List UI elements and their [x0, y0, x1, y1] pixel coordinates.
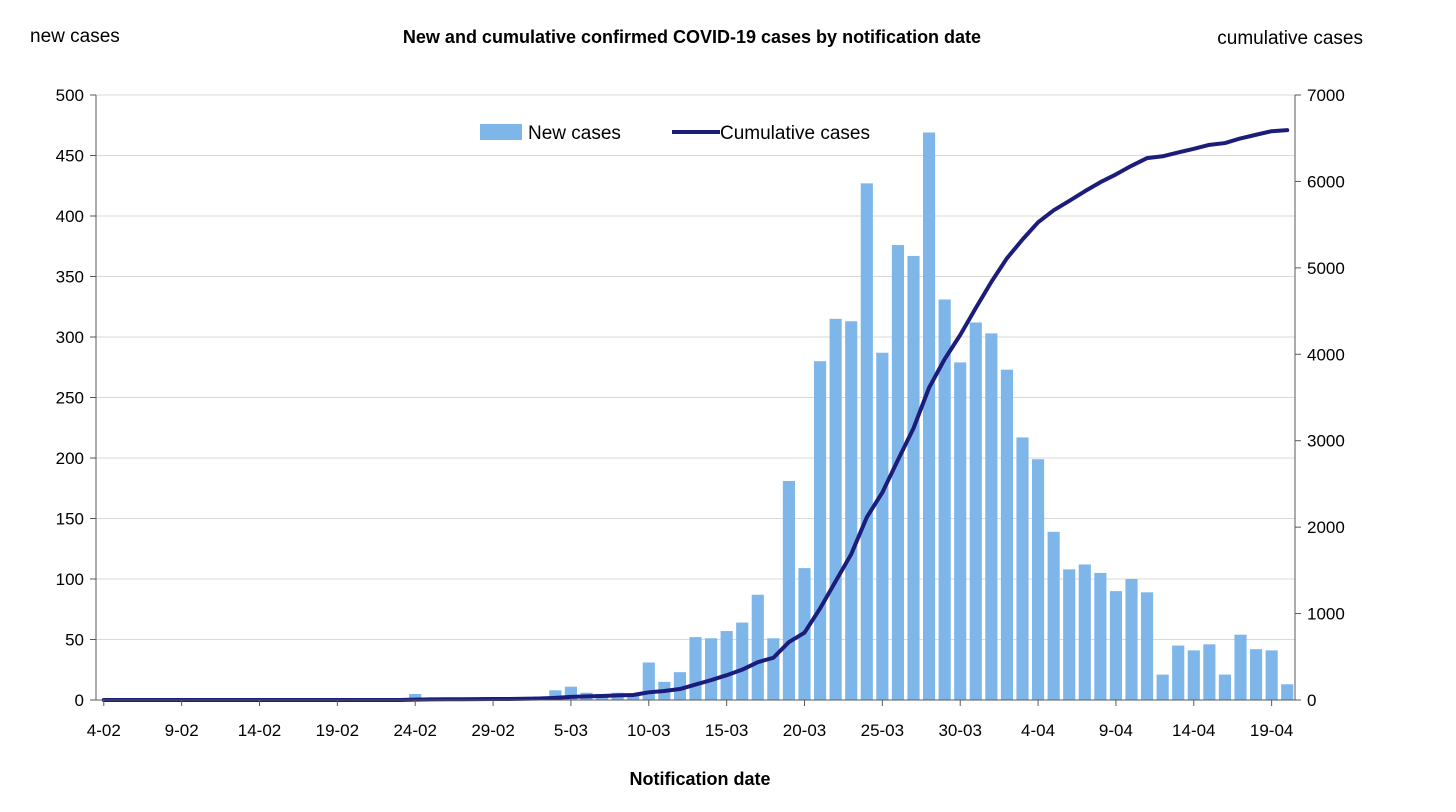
chart-title: New and cumulative confirmed COVID-19 ca… [403, 27, 981, 47]
x-axis-title: Notification date [629, 769, 770, 789]
bar [1031, 459, 1045, 700]
right-tick-label: 5000 [1307, 259, 1345, 278]
left-tick-label: 500 [56, 86, 84, 105]
gridlines [96, 94, 1295, 640]
bar [829, 318, 842, 700]
bar [922, 132, 936, 700]
x-tick-label: 9-04 [1099, 721, 1133, 740]
x-tick-label: 10-03 [627, 721, 670, 740]
left-tick-label: 150 [56, 510, 84, 529]
bar [907, 255, 920, 700]
legend-swatch-new-cases [480, 124, 522, 140]
bar [969, 322, 982, 700]
right-tick-label: 2000 [1307, 518, 1345, 537]
x-tick-label: 4-04 [1021, 721, 1055, 740]
right-tick-label: 4000 [1307, 345, 1345, 364]
left-tick-label: 350 [56, 268, 84, 287]
bar [549, 690, 562, 700]
bar [1281, 684, 1294, 700]
right-tick-label: 1000 [1307, 605, 1345, 624]
left-tick-label: 100 [56, 570, 84, 589]
right-tick-label: 6000 [1307, 172, 1345, 191]
bar [673, 672, 687, 700]
bar [736, 622, 749, 700]
left-tick-label: 400 [56, 207, 84, 226]
bar-series-new-cases [409, 132, 1294, 701]
right-axis-ticks: 0 1000 2000 3000 4000 5000 6000 7000 [1295, 86, 1345, 710]
bar [1187, 650, 1200, 700]
bar [767, 638, 780, 700]
bar [1016, 437, 1029, 700]
x-tick-label: 14-02 [238, 721, 281, 740]
left-tick-label: 200 [56, 449, 84, 468]
bar [782, 480, 796, 700]
bar [1063, 569, 1076, 700]
bar [1000, 369, 1014, 700]
x-tick-label: 15-03 [705, 721, 748, 740]
left-tick-label: 250 [56, 389, 84, 408]
bar [1234, 634, 1247, 700]
x-tick-label: 4-02 [87, 721, 121, 740]
bar [1265, 650, 1278, 700]
bar [845, 321, 858, 700]
bar [876, 352, 889, 700]
bar [720, 631, 733, 700]
x-tick-label: 14-04 [1172, 721, 1215, 740]
right-tick-label: 3000 [1307, 432, 1345, 451]
bar [891, 245, 905, 701]
bar [1125, 579, 1138, 700]
x-tick-label: 24-02 [393, 721, 436, 740]
x-tick-label: 5-03 [554, 721, 588, 740]
x-tick-label: 25-03 [861, 721, 904, 740]
left-axis-label: new cases [30, 26, 120, 47]
legend-label-new-cases: New cases [528, 123, 621, 144]
bar [1047, 531, 1060, 700]
x-tick-label: 9-02 [165, 721, 199, 740]
bar [1078, 564, 1091, 700]
right-tick-label: 7000 [1307, 86, 1345, 105]
left-tick-label: 450 [56, 147, 84, 166]
right-tick-label: 0 [1307, 691, 1316, 710]
x-tick-label: 30-03 [938, 721, 981, 740]
x-tick-label: 19-04 [1250, 721, 1293, 740]
legend-label-cumulative-cases: Cumulative cases [720, 123, 870, 144]
bar [813, 361, 827, 700]
bar [1172, 645, 1185, 700]
left-tick-label: 0 [75, 691, 84, 710]
right-axis-label: cumulative cases [1217, 28, 1363, 49]
bar [704, 638, 718, 700]
left-axis-ticks: 0 50 100 150 200 250 300 350 400 450 500 [56, 86, 96, 710]
bar [689, 637, 702, 700]
left-tick-label: 50 [65, 631, 84, 650]
x-tick-label: 19-02 [316, 721, 359, 740]
bar [938, 299, 951, 700]
bar [985, 333, 998, 700]
bar [1156, 674, 1169, 700]
bar [409, 693, 422, 700]
legend: New cases Cumulative cases [480, 123, 870, 144]
x-tick-label: 20-03 [783, 721, 826, 740]
bar [1109, 591, 1123, 700]
x-tick-label: 29-02 [471, 721, 514, 740]
bar [860, 183, 873, 700]
bar [1249, 649, 1263, 700]
bar [1218, 674, 1232, 700]
bar [751, 594, 764, 700]
bar [1094, 572, 1107, 700]
left-tick-label: 300 [56, 328, 84, 347]
bar [1140, 592, 1154, 700]
bar [1203, 644, 1216, 700]
x-axis-ticks: 4-02 9-02 14-02 19-02 24-02 29-02 5-03 10-03 15-… [87, 700, 1293, 740]
bar [954, 362, 967, 700]
